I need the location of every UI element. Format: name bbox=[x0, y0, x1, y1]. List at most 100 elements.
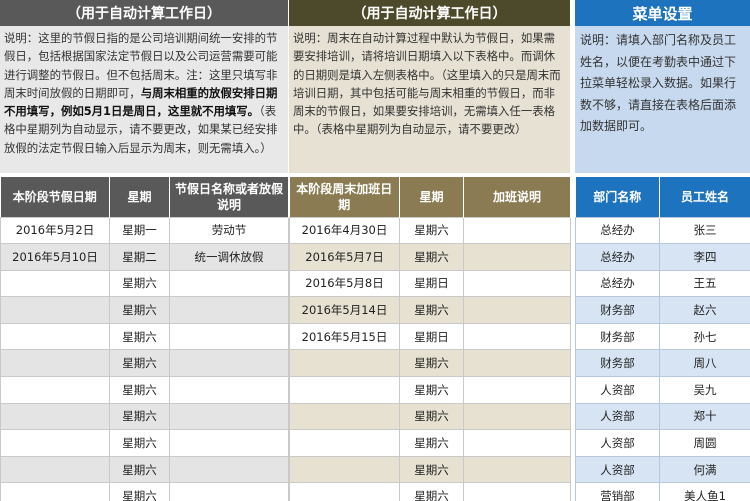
department-cell[interactable]: 总经办 bbox=[575, 269, 660, 298]
overtime-note-cell[interactable] bbox=[463, 482, 571, 501]
weekday-cell[interactable]: 星期六 bbox=[109, 296, 170, 324]
employee-name-cell[interactable]: 吴九 bbox=[659, 376, 750, 404]
overtime-note-cell[interactable] bbox=[463, 349, 571, 378]
overtime-note-cell[interactable] bbox=[463, 243, 571, 271]
weekday-cell[interactable]: 星期六 bbox=[399, 216, 464, 245]
department-cell[interactable]: 总经办 bbox=[575, 216, 660, 245]
overtime-date-cell[interactable] bbox=[289, 429, 400, 457]
weekday-cell[interactable]: 星期六 bbox=[399, 376, 464, 404]
holiday-name-cell[interactable] bbox=[169, 349, 289, 378]
holiday-row: 星期六 bbox=[0, 402, 289, 431]
department-cell[interactable]: 人资部 bbox=[575, 402, 660, 431]
holiday-row: 星期六 bbox=[0, 349, 289, 378]
department-cell[interactable]: 人资部 bbox=[575, 429, 660, 457]
weekday-cell[interactable]: 星期六 bbox=[399, 482, 464, 501]
department-cell[interactable]: 人资部 bbox=[575, 455, 660, 484]
employee-name-cell[interactable]: 王五 bbox=[659, 269, 750, 298]
weekday-cell[interactable]: 星期六 bbox=[399, 243, 464, 271]
holiday-name-cell[interactable] bbox=[169, 402, 289, 431]
overtime-date-cell[interactable]: 2016年5月15日 bbox=[289, 322, 400, 351]
holiday-panel-title: （用于自动计算工作日） bbox=[0, 0, 288, 26]
weekday-cell[interactable]: 星期六 bbox=[109, 322, 170, 351]
holiday-date-cell[interactable] bbox=[0, 482, 110, 501]
weekday-cell[interactable]: 星期六 bbox=[399, 402, 464, 431]
overtime-note-cell[interactable] bbox=[463, 429, 571, 457]
holiday-date-cell[interactable] bbox=[0, 429, 110, 457]
holiday-date-cell[interactable] bbox=[0, 376, 110, 404]
holiday-name-cell[interactable] bbox=[169, 322, 289, 351]
weekday-cell[interactable]: 星期日 bbox=[399, 322, 464, 351]
weekday-cell[interactable]: 星期二 bbox=[109, 243, 170, 271]
employee-name-cell[interactable]: 李四 bbox=[659, 243, 750, 271]
employee-name-cell[interactable]: 张三 bbox=[659, 216, 750, 245]
holiday-name-cell[interactable] bbox=[169, 429, 289, 457]
employee-name-cell[interactable]: 周圆 bbox=[659, 429, 750, 457]
weekday-cell[interactable]: 星期六 bbox=[109, 455, 170, 484]
holiday-date-cell[interactable] bbox=[0, 322, 110, 351]
weekday-cell[interactable]: 星期六 bbox=[109, 349, 170, 378]
employee-row: 财务部 周八 bbox=[575, 349, 750, 378]
holiday-name-cell[interactable]: 统一调休放假 bbox=[169, 243, 289, 271]
overtime-note-cell[interactable] bbox=[463, 269, 571, 298]
overtime-date-cell[interactable] bbox=[289, 455, 400, 484]
overtime-date-cell[interactable] bbox=[289, 349, 400, 378]
weekday-cell[interactable]: 星期六 bbox=[109, 402, 170, 431]
overtime-date-cell[interactable]: 2016年4月30日 bbox=[289, 216, 400, 245]
holiday-name-cell[interactable] bbox=[169, 482, 289, 501]
holiday-date-cell[interactable] bbox=[0, 296, 110, 324]
department-cell[interactable]: 总经办 bbox=[575, 243, 660, 271]
department-cell[interactable]: 财务部 bbox=[575, 349, 660, 378]
weekday-cell[interactable]: 星期一 bbox=[109, 216, 170, 245]
holiday-row: 星期六 bbox=[0, 429, 289, 457]
employee-row: 总经办 张三 bbox=[575, 216, 750, 245]
weekday-cell[interactable]: 星期六 bbox=[399, 429, 464, 457]
weekday-cell[interactable]: 星期六 bbox=[109, 269, 170, 298]
employee-name-cell[interactable]: 郑十 bbox=[659, 402, 750, 431]
holiday-date-cell[interactable] bbox=[0, 455, 110, 484]
overtime-note-cell[interactable] bbox=[463, 296, 571, 324]
weekday-cell[interactable]: 星期六 bbox=[399, 296, 464, 324]
employee-name-cell[interactable]: 孙七 bbox=[659, 322, 750, 351]
weekday-cell[interactable]: 星期日 bbox=[399, 269, 464, 298]
holiday-name-cell[interactable] bbox=[169, 296, 289, 324]
overtime-note-cell[interactable] bbox=[463, 455, 571, 484]
weekday-cell[interactable]: 星期六 bbox=[399, 349, 464, 378]
holiday-date-cell[interactable] bbox=[0, 349, 110, 378]
weekday-cell[interactable]: 星期六 bbox=[109, 482, 170, 501]
holiday-row: 星期六 bbox=[0, 269, 289, 298]
employee-name-cell[interactable]: 周八 bbox=[659, 349, 750, 378]
holiday-date-cell[interactable] bbox=[0, 269, 110, 298]
department-cell[interactable]: 财务部 bbox=[575, 296, 660, 324]
holiday-name-cell[interactable] bbox=[169, 376, 289, 404]
col-header-weekday: 星期 bbox=[109, 177, 170, 217]
holiday-table-header: 本阶段节假日期 星期 节假日名称或者放假说明 bbox=[0, 177, 289, 217]
overtime-date-cell[interactable]: 2016年5月14日 bbox=[289, 296, 400, 324]
overtime-note-cell[interactable] bbox=[463, 216, 571, 245]
holiday-name-cell[interactable]: 劳动节 bbox=[169, 216, 289, 245]
department-cell[interactable]: 营销部 bbox=[575, 482, 660, 501]
weekday-cell[interactable]: 星期六 bbox=[109, 429, 170, 457]
weekday-cell[interactable]: 星期六 bbox=[109, 376, 170, 404]
holiday-date-cell[interactable]: 2016年5月10日 bbox=[0, 243, 110, 271]
holiday-name-cell[interactable] bbox=[169, 455, 289, 484]
overtime-date-cell[interactable]: 2016年5月7日 bbox=[289, 243, 400, 271]
overtime-note-cell[interactable] bbox=[463, 322, 571, 351]
holiday-date-cell[interactable]: 2016年5月2日 bbox=[0, 216, 110, 245]
employee-name-cell[interactable]: 美人鱼1 bbox=[659, 482, 750, 501]
employee-name-cell[interactable]: 何满 bbox=[659, 455, 750, 484]
overtime-date-cell[interactable]: 2016年5月8日 bbox=[289, 269, 400, 298]
department-cell[interactable]: 财务部 bbox=[575, 322, 660, 351]
holiday-name-cell[interactable] bbox=[169, 269, 289, 298]
overtime-date-cell[interactable] bbox=[289, 376, 400, 404]
weekday-cell[interactable]: 星期六 bbox=[399, 455, 464, 484]
holiday-row: 星期六 bbox=[0, 296, 289, 324]
employee-name-cell[interactable]: 赵六 bbox=[659, 296, 750, 324]
department-cell[interactable]: 人资部 bbox=[575, 376, 660, 404]
holiday-date-cell[interactable] bbox=[0, 402, 110, 431]
employee-row: 财务部 赵六 bbox=[575, 296, 750, 324]
overtime-note-cell[interactable] bbox=[463, 376, 571, 404]
holiday-desc-text: 说明：这里的节假日指的是公司培训期间统一安排的节假日，包括根据国家法定节假日以及… bbox=[4, 31, 278, 100]
overtime-note-cell[interactable] bbox=[463, 402, 571, 431]
overtime-date-cell[interactable] bbox=[289, 482, 400, 501]
overtime-date-cell[interactable] bbox=[289, 402, 400, 431]
